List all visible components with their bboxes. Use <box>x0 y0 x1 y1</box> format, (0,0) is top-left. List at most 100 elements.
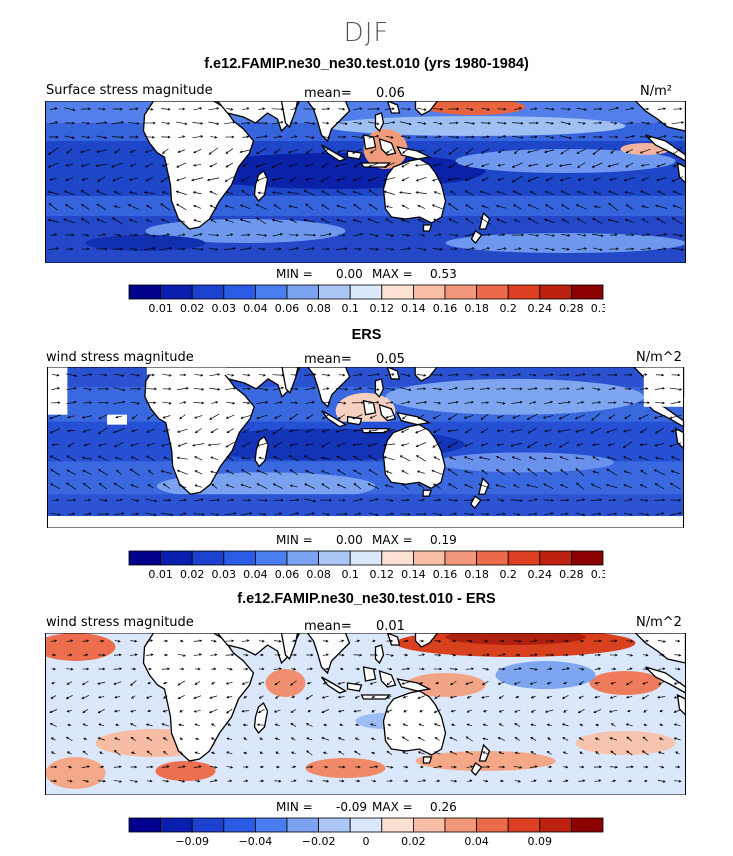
colorbar-tick-label: 0.04 <box>243 302 268 315</box>
colorbar-swatch <box>161 285 193 299</box>
panel1-mean-label: mean= <box>304 86 352 101</box>
colorbar-swatch <box>382 551 414 565</box>
panel2-min-label: MIN = <box>276 533 313 547</box>
colorbar-swatch <box>224 551 256 565</box>
colorbar-tick-label: 0 <box>363 835 370 848</box>
colorbar-swatch <box>350 551 382 565</box>
colorbar-swatch <box>319 551 351 565</box>
colorbar-tick-label: 0.28 <box>559 568 584 581</box>
colorbar-tick-label: 0.03 <box>212 302 237 315</box>
panel2-title: ERS <box>0 327 733 343</box>
panel2-mean-value: 0.05 <box>376 352 405 367</box>
panel1-min-value: 0.00 <box>336 267 363 281</box>
colorbar-tick-label: 0.32 <box>591 302 605 315</box>
colorbar-tick-label: 0.02 <box>180 568 205 581</box>
colorbar-tick-label: 0.08 <box>306 302 331 315</box>
colorbar-swatch <box>382 285 414 299</box>
colorbar-swatch <box>161 551 193 565</box>
colorbar-swatch <box>540 551 572 565</box>
colorbar-swatch <box>508 551 540 565</box>
colorbar-tick-label: 0.32 <box>591 568 605 581</box>
panel2-units: N/m^2 <box>636 350 682 365</box>
panel1-units: N/m² <box>640 84 672 99</box>
colorbar-swatch <box>192 551 224 565</box>
colorbar-swatch <box>287 551 319 565</box>
colorbar-swatch <box>129 285 161 299</box>
colorbar-swatch <box>477 818 509 832</box>
colorbar-tick-label: 0.24 <box>528 568 553 581</box>
season-title: DJF <box>0 18 733 48</box>
colorbar-tick-label: −0.02 <box>302 835 336 848</box>
panel1-title: f.e12.FAMIP.ne30_ne30.test.010 (yrs 1980… <box>0 56 733 72</box>
panel3-units: N/m^2 <box>636 615 682 630</box>
panel3-map <box>45 633 686 795</box>
colorbar-tick-label: 0.06 <box>275 302 300 315</box>
colorbar-swatch <box>445 285 477 299</box>
panel2-mean-label: mean= <box>304 352 352 367</box>
colorbar-swatch <box>319 285 351 299</box>
colorbar-tick-label: 0.16 <box>433 568 458 581</box>
colorbar-tick-label: 0.12 <box>370 302 395 315</box>
panel3-min-label: MIN = <box>276 800 313 814</box>
colorbar-tick-label: 0.04 <box>243 568 268 581</box>
colorbar-swatch <box>192 818 224 832</box>
panel1-max-label: MAX = <box>372 267 413 281</box>
colorbar-swatch <box>287 285 319 299</box>
panel3-mean-value: 0.01 <box>376 619 405 634</box>
colorbar-tick-label: 0.08 <box>306 568 331 581</box>
panel1-field-label: Surface stress magnitude <box>46 83 213 98</box>
colorbar-tick-label: 0.1 <box>341 302 359 315</box>
panel3-min-value: -0.09 <box>336 800 367 814</box>
colorbar-swatch <box>445 818 477 832</box>
colorbar-swatch <box>477 551 509 565</box>
colorbar-tick-label: 0.18 <box>464 302 489 315</box>
colorbar-swatch <box>445 551 477 565</box>
panel2-min-value: 0.00 <box>336 533 363 547</box>
colorbar-tick-label: 0.12 <box>370 568 395 581</box>
panel2-max-label: MAX = <box>372 533 413 547</box>
colorbar-swatch <box>192 285 224 299</box>
panel3-max-label: MAX = <box>372 800 413 814</box>
colorbar-swatch <box>129 551 161 565</box>
colorbar-swatch <box>477 285 509 299</box>
colorbar-tick-label: 0.09 <box>528 835 553 848</box>
colorbar-tick-label: 0.14 <box>401 568 426 581</box>
colorbar-swatch <box>255 285 287 299</box>
panel3-mean-label: mean= <box>304 619 352 634</box>
colorbar-swatch <box>540 285 572 299</box>
panel1-min-label: MIN = <box>276 267 313 281</box>
colorbar-tick-label: 0.14 <box>401 302 426 315</box>
colorbar-swatch <box>129 818 161 832</box>
panel3-colorbar: −0.09 −0.04 −0.02 0 0.02 0.04 0.09 <box>127 817 605 851</box>
colorbar-tick-label: −0.09 <box>175 835 209 848</box>
panel1-max-value: 0.53 <box>430 267 457 281</box>
colorbar-swatch <box>319 818 351 832</box>
colorbar-tick-label: −0.04 <box>239 835 273 848</box>
colorbar-swatch <box>350 818 382 832</box>
colorbar-swatch <box>350 285 382 299</box>
panel1-mean-value: 0.06 <box>376 86 405 101</box>
colorbar-tick-label: 0.01 <box>148 568 173 581</box>
colorbar-tick-label: 0.01 <box>148 302 173 315</box>
colorbar-swatch <box>224 818 256 832</box>
colorbar-tick-label: 0.28 <box>559 302 584 315</box>
colorbar-tick-label: 0.24 <box>528 302 553 315</box>
colorbar-swatch <box>413 818 445 832</box>
colorbar-tick-label: 0.02 <box>180 302 205 315</box>
panel3-title: f.e12.FAMIP.ne30_ne30.test.010 - ERS <box>0 591 733 607</box>
colorbar-swatch <box>413 285 445 299</box>
panel1-map <box>45 101 686 263</box>
colorbar-swatch <box>255 818 287 832</box>
colorbar-tick-label: 0.2 <box>499 302 517 315</box>
colorbar-swatch <box>287 818 319 832</box>
panel3-field-label: wind stress magnitude <box>46 615 194 630</box>
panel2-max-value: 0.19 <box>430 533 457 547</box>
colorbar-tick-label: 0.02 <box>401 835 426 848</box>
colorbar-tick-label: 0.06 <box>275 568 300 581</box>
colorbar-tick-label: 0.04 <box>464 835 489 848</box>
colorbar-swatch <box>508 818 540 832</box>
colorbar-swatch <box>571 285 603 299</box>
colorbar-swatch <box>571 551 603 565</box>
